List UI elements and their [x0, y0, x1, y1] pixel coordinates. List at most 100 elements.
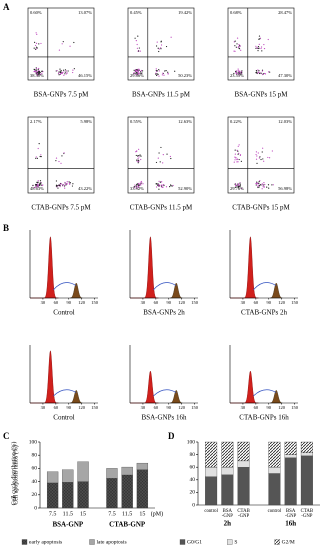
event-dot [260, 46, 263, 48]
event-dot [61, 43, 63, 45]
event-dot [140, 155, 142, 157]
event-dot [64, 187, 66, 189]
x-tick-label: 7.5 [49, 511, 57, 517]
event-dot [258, 157, 260, 159]
event-dot [163, 74, 165, 76]
event-dot [259, 38, 261, 40]
event-dot [236, 158, 239, 160]
event-dot [263, 47, 266, 50]
event-dot [36, 74, 38, 76]
group-label: BSA-GNP [52, 521, 83, 529]
x-tick-label: 15 [139, 511, 145, 517]
event-dot [34, 48, 37, 50]
event-dot [255, 70, 258, 72]
event-dot [239, 72, 241, 74]
event-dot [161, 186, 163, 188]
event-dot [161, 181, 163, 183]
event-dot [171, 185, 173, 187]
legend-swatch [21, 539, 28, 545]
event-dot [167, 73, 169, 75]
y-tick-label: 0 [34, 505, 37, 511]
event-dot [139, 182, 141, 184]
plot-frame [127, 116, 195, 194]
event-dot [256, 46, 258, 48]
event-dot [258, 35, 261, 37]
event-dot [136, 43, 138, 46]
event-dot [64, 181, 66, 184]
event-dot [237, 185, 239, 187]
event-dot [63, 74, 65, 76]
event-dot [257, 50, 259, 52]
event-dot [55, 185, 58, 187]
event-dot [63, 69, 65, 71]
label-line: -GNP [222, 514, 234, 519]
bar-segment [136, 469, 149, 509]
y-tick-label: 20 [190, 490, 196, 496]
x-tick-label: 150 [91, 300, 99, 305]
event-dot [60, 72, 62, 74]
event-dot [134, 184, 136, 186]
event-dot [55, 160, 57, 162]
event-dot [60, 183, 63, 185]
quadrant-percent: 33.92% [130, 186, 144, 191]
event-dot [156, 74, 158, 77]
event-dot [133, 185, 135, 188]
bar-segment [62, 469, 74, 483]
event-dot [32, 184, 34, 187]
x-tick-label: 30 [41, 405, 46, 410]
event-dot [239, 182, 241, 184]
x-tick-label: 90 [167, 405, 172, 410]
event-dot [260, 47, 262, 50]
event-dot [257, 185, 259, 187]
event-dot [170, 185, 172, 187]
x-tick-label: 60 [254, 300, 259, 305]
event-dot [237, 69, 239, 71]
event-dot [34, 44, 37, 47]
x-tick-label: control [268, 509, 282, 514]
event-dot [261, 73, 264, 76]
event-dot [137, 70, 139, 72]
event-dot [135, 186, 138, 188]
x-tick-label: 30 [141, 300, 146, 305]
event-dot [263, 186, 266, 188]
event-dot [137, 185, 139, 187]
event-dot [61, 155, 63, 157]
event-dot [160, 185, 163, 187]
event-dot [267, 156, 269, 159]
event-dot [37, 69, 39, 72]
event-dot [234, 153, 236, 155]
event-dot [157, 183, 159, 185]
event-dot [59, 70, 61, 72]
event-dot [174, 70, 176, 72]
legend-swatch [89, 539, 95, 545]
event-dot [36, 47, 38, 49]
event-dot [256, 155, 258, 157]
bar-segment [77, 461, 89, 482]
x-tick-label: 11.5 [122, 511, 132, 517]
event-dot [262, 186, 264, 188]
plot-caption: CTAB-GNPs 16h [239, 414, 289, 422]
bar-segment [268, 467, 281, 474]
event-dot [155, 68, 157, 70]
event-dot [264, 73, 267, 75]
event-dot [35, 42, 38, 44]
event-dot [237, 150, 239, 152]
event-dot [238, 144, 240, 146]
bar-segment [221, 474, 234, 506]
event-dot [63, 152, 65, 154]
event-dot [158, 50, 160, 53]
x-tick-label: 120 [78, 405, 86, 410]
event-dot [59, 185, 61, 188]
event-dot [237, 46, 239, 48]
panel-label: B [3, 223, 9, 233]
event-dot [259, 180, 261, 182]
event-dot [159, 161, 161, 163]
label-line: -GNP [238, 514, 250, 519]
event-dot [236, 161, 238, 163]
event-dot [255, 153, 257, 156]
x-tick-label: 60 [54, 405, 59, 410]
x-tick-label: 60 [254, 405, 259, 410]
quadrant-percent: 2.17% [30, 119, 42, 124]
event-dot [59, 68, 61, 70]
